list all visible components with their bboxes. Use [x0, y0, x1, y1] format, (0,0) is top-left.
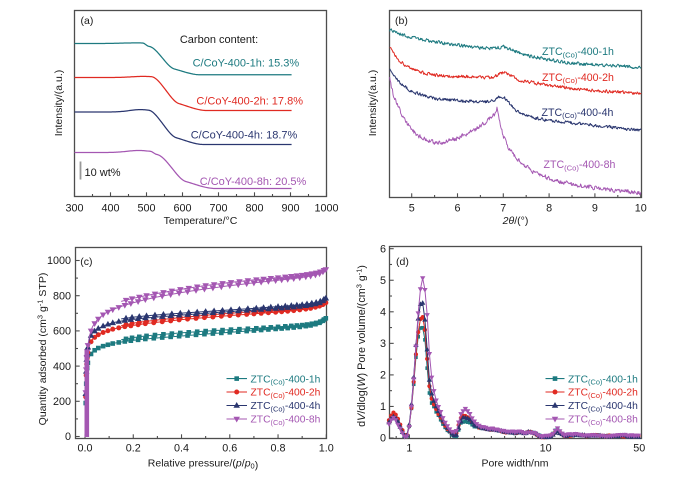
svg-text:600: 600 [53, 326, 71, 338]
svg-text:ZTC(Co)-400-8h: ZTC(Co)-400-8h [544, 159, 616, 172]
svg-text:(a): (a) [81, 15, 94, 27]
svg-text:0.4: 0.4 [174, 443, 189, 455]
svg-text:10: 10 [540, 443, 552, 455]
svg-text:8: 8 [546, 202, 552, 214]
svg-text:dV/dlog(W) Pore volume/(cm3 g-: dV/dlog(W) Pore volume/(cm3 g-1) [355, 265, 369, 427]
svg-text:ZTC(Co)-400-2h: ZTC(Co)-400-2h [542, 72, 614, 85]
svg-text:(b): (b) [395, 15, 408, 27]
svg-text:ZTC(Co)-400-4h: ZTC(Co)-400-4h [251, 401, 321, 413]
svg-text:600: 600 [173, 202, 191, 214]
svg-text:200: 200 [53, 396, 71, 408]
svg-text:800: 800 [245, 202, 263, 214]
svg-text:10 wt%: 10 wt% [85, 167, 121, 179]
svg-text:0: 0 [65, 431, 71, 443]
svg-text:C/CoY-400-8h: 20.5%: C/CoY-400-8h: 20.5% [200, 176, 307, 188]
svg-text:1000: 1000 [314, 202, 338, 214]
svg-text:400: 400 [53, 361, 71, 373]
svg-text:4: 4 [380, 307, 386, 319]
svg-text:400: 400 [101, 202, 119, 214]
svg-text:Intensity/(a.u.): Intensity/(a.u.) [367, 70, 379, 137]
svg-text:700: 700 [209, 202, 227, 214]
svg-text:Carbon content:: Carbon content: [180, 34, 258, 46]
svg-text:1000: 1000 [47, 255, 71, 267]
svg-text:3: 3 [380, 338, 386, 350]
svg-text:ZTC(Co)-400-4h: ZTC(Co)-400-4h [568, 401, 638, 413]
svg-text:1.0: 1.0 [319, 443, 334, 455]
svg-text:1: 1 [406, 443, 412, 455]
svg-text:2θ/(°): 2θ/(°) [502, 215, 529, 227]
svg-text:(c): (c) [80, 256, 92, 268]
svg-text:Intensity/(a.u.): Intensity/(a.u.) [53, 70, 65, 137]
svg-text:10: 10 [635, 202, 647, 214]
svg-text:50: 50 [633, 443, 645, 455]
svg-text:Pore width/nm: Pore width/nm [481, 458, 548, 470]
svg-text:ZTC(Co)-400-2h: ZTC(Co)-400-2h [568, 388, 638, 400]
svg-text:9: 9 [592, 202, 598, 214]
svg-text:Temperature/°C: Temperature/°C [164, 215, 238, 227]
svg-text:Quantity adsorbed (cm3 g-1 STP: Quantity adsorbed (cm3 g-1 STP) [36, 273, 50, 426]
svg-text:(d): (d) [396, 256, 409, 268]
svg-text:800: 800 [53, 290, 71, 302]
svg-text:6: 6 [454, 202, 460, 214]
svg-text:0: 0 [380, 433, 386, 445]
svg-text:7: 7 [500, 202, 506, 214]
svg-text:0.6: 0.6 [222, 443, 237, 455]
svg-text:C/CoY-400-1h: 15.3%: C/CoY-400-1h: 15.3% [193, 58, 300, 70]
svg-text:0.8: 0.8 [270, 443, 285, 455]
svg-text:5: 5 [380, 275, 386, 287]
svg-text:ZTC(Co)-400-8h: ZTC(Co)-400-8h [251, 415, 321, 427]
svg-text:6: 6 [380, 243, 386, 255]
svg-text:0.0: 0.0 [77, 443, 92, 455]
svg-text:2: 2 [380, 370, 386, 382]
svg-text:C/CoY-400-2h: 17.8%: C/CoY-400-2h: 17.8% [196, 95, 303, 107]
svg-text:0.2: 0.2 [126, 443, 141, 455]
svg-text:5: 5 [409, 202, 415, 214]
svg-text:ZTC(Co)-400-1h: ZTC(Co)-400-1h [568, 374, 638, 386]
svg-text:ZTC(Co)-400-4h: ZTC(Co)-400-4h [542, 107, 614, 120]
svg-text:ZTC(Co)-400-8h: ZTC(Co)-400-8h [568, 415, 638, 427]
svg-text:C/CoY-400-4h: 18.7%: C/CoY-400-4h: 18.7% [191, 129, 298, 141]
svg-text:900: 900 [281, 202, 299, 214]
svg-text:Relative pressure/(p/p0): Relative pressure/(p/p0) [148, 458, 258, 472]
svg-text:ZTC(Co)-400-1h: ZTC(Co)-400-1h [542, 46, 614, 59]
svg-text:ZTC(Co)-400-1h: ZTC(Co)-400-1h [251, 374, 321, 386]
svg-text:ZTC(Co)-400-2h: ZTC(Co)-400-2h [251, 388, 321, 400]
svg-text:500: 500 [137, 202, 155, 214]
svg-text:300: 300 [65, 202, 83, 214]
svg-text:1: 1 [380, 401, 386, 413]
